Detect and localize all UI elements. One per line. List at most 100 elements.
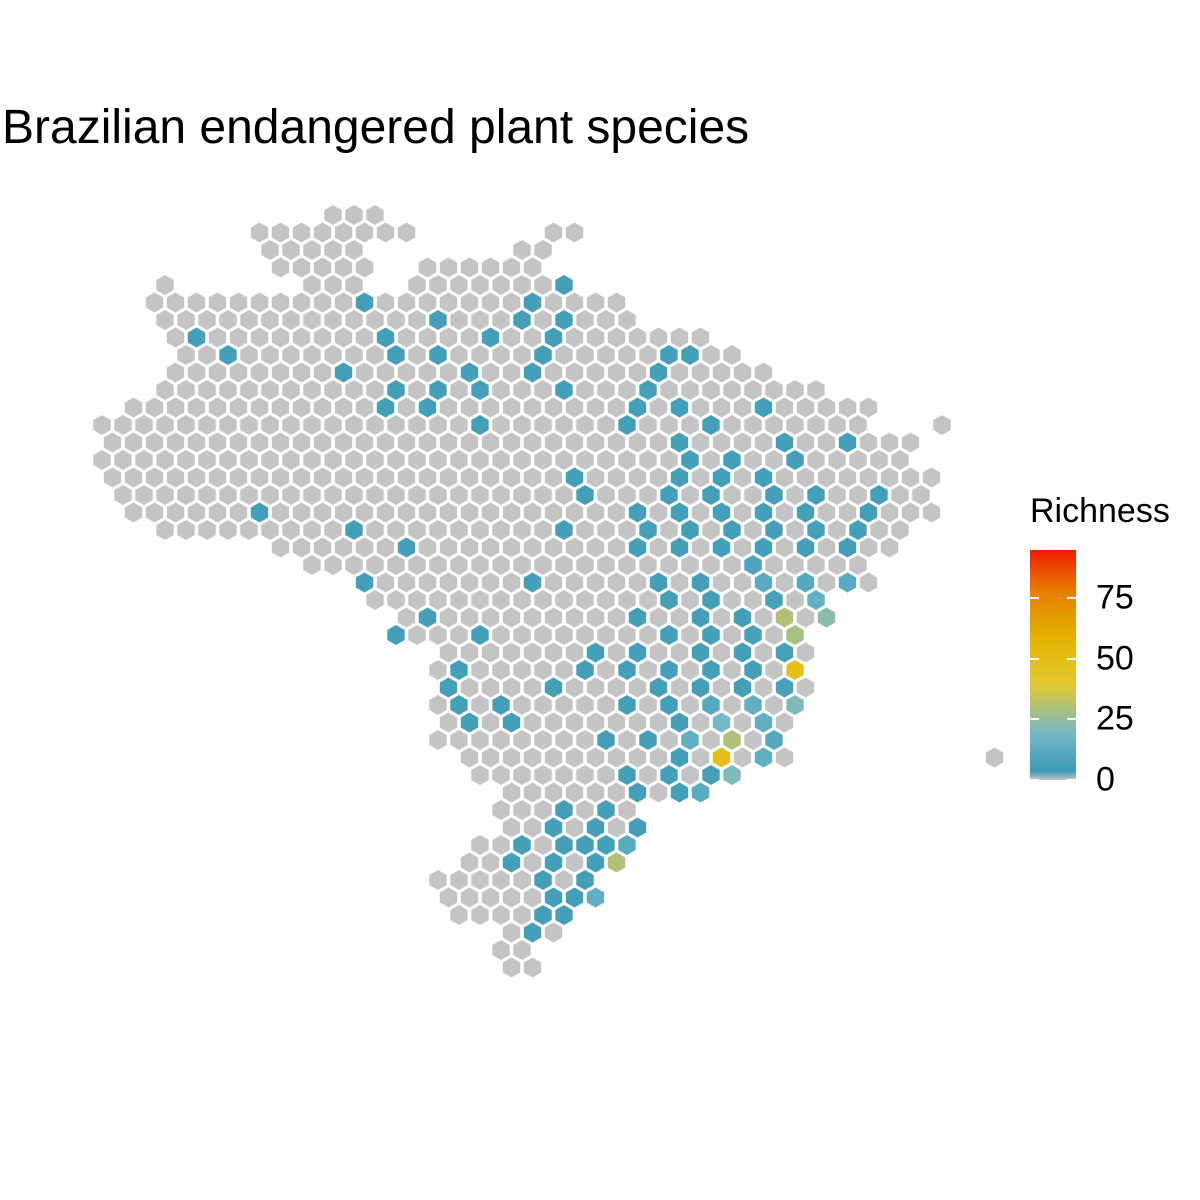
hex-cell	[397, 572, 416, 593]
hex-cell	[681, 520, 699, 540]
hex-cell	[292, 537, 311, 558]
hex-cell	[408, 415, 426, 435]
hex-cell	[366, 520, 384, 540]
hex-cell	[376, 467, 395, 488]
hex-cell	[534, 695, 552, 715]
hex-cell	[450, 310, 468, 330]
hex-cell	[523, 712, 542, 733]
hex-cell	[618, 695, 636, 715]
hex-cell	[733, 432, 752, 453]
hex-cell	[513, 380, 531, 400]
hex-cell	[492, 660, 510, 680]
hex-cell	[418, 257, 437, 278]
hex-cell	[177, 520, 195, 540]
hex-cell	[576, 450, 594, 470]
hex-cell	[303, 555, 321, 575]
hex-cell	[156, 275, 174, 295]
hex-cell	[387, 590, 405, 610]
hex-cell	[586, 467, 605, 488]
hex-cell	[586, 887, 605, 908]
hex-cell	[418, 327, 437, 348]
hex-cell	[576, 485, 594, 505]
hex-cell	[513, 310, 531, 330]
hex-cell	[429, 520, 447, 540]
hex-cell	[282, 520, 300, 540]
hex-cell	[303, 240, 321, 260]
hex-cell	[555, 730, 573, 750]
hex-cell	[145, 292, 164, 313]
hex-cell	[355, 572, 374, 593]
hex-cell	[292, 292, 311, 313]
hex-cell	[628, 747, 647, 768]
hex-cell	[513, 555, 531, 575]
hex-cell	[492, 380, 510, 400]
hex-cell	[681, 660, 699, 680]
hex-cell	[460, 257, 479, 278]
hex-cell	[670, 572, 689, 593]
hex-cell	[807, 415, 825, 435]
hex-cell	[408, 485, 426, 505]
hex-cell	[744, 380, 762, 400]
hex-cell	[775, 432, 794, 453]
hex-cell	[628, 572, 647, 593]
hex-cell	[481, 712, 500, 733]
hex-cell	[775, 397, 794, 418]
hex-cell	[397, 362, 416, 383]
hex-cell	[691, 642, 710, 663]
hex-cell	[124, 502, 143, 523]
hex-cell	[240, 345, 258, 365]
hex-cell	[313, 362, 332, 383]
hex-cell	[429, 485, 447, 505]
hex-cell	[786, 625, 804, 645]
hex-cell	[586, 852, 605, 873]
hex-cell	[765, 695, 783, 715]
hex-cell	[691, 607, 710, 628]
hex-cell	[439, 432, 458, 453]
hex-cell	[586, 572, 605, 593]
hex-cell	[355, 432, 374, 453]
hex-cell	[408, 345, 426, 365]
hex-cell	[471, 345, 489, 365]
hex-cell	[450, 555, 468, 575]
hex-cell	[502, 747, 521, 768]
hex-cell	[576, 415, 594, 435]
hex-cell	[702, 590, 720, 610]
hex-cell	[618, 310, 636, 330]
hex-cell	[460, 747, 479, 768]
hex-cell	[124, 397, 143, 418]
hex-cell	[366, 380, 384, 400]
hex-cell	[471, 380, 489, 400]
hex-cell	[523, 327, 542, 348]
hex-cell	[733, 642, 752, 663]
hex-cell	[733, 502, 752, 523]
hex-cell	[502, 397, 521, 418]
hex-cell	[324, 485, 342, 505]
hex-cell	[481, 677, 500, 698]
hex-cell	[534, 240, 552, 260]
hex-cell	[880, 502, 899, 523]
hex-cell	[345, 520, 363, 540]
hex-cell	[513, 345, 531, 365]
hex-cell	[156, 310, 174, 330]
hex-cell	[723, 485, 741, 505]
hex-cell	[607, 502, 626, 523]
hex-cell	[492, 625, 510, 645]
hex-cell	[534, 730, 552, 750]
hex-cell	[870, 450, 888, 470]
hex-cell	[187, 292, 206, 313]
hex-cell	[597, 450, 615, 470]
hex-cell	[586, 712, 605, 733]
hex-cell	[124, 467, 143, 488]
hex-cell	[817, 397, 836, 418]
hex-cell	[250, 432, 269, 453]
hex-cell	[523, 572, 542, 593]
hex-cell	[649, 712, 668, 733]
hex-cell	[492, 835, 510, 855]
hex-cell	[513, 800, 531, 820]
hex-cell	[187, 397, 206, 418]
hex-cell	[744, 520, 762, 540]
hex-cell	[660, 660, 678, 680]
hex-cell	[366, 310, 384, 330]
hex-cell	[513, 240, 531, 260]
hex-cell	[712, 537, 731, 558]
